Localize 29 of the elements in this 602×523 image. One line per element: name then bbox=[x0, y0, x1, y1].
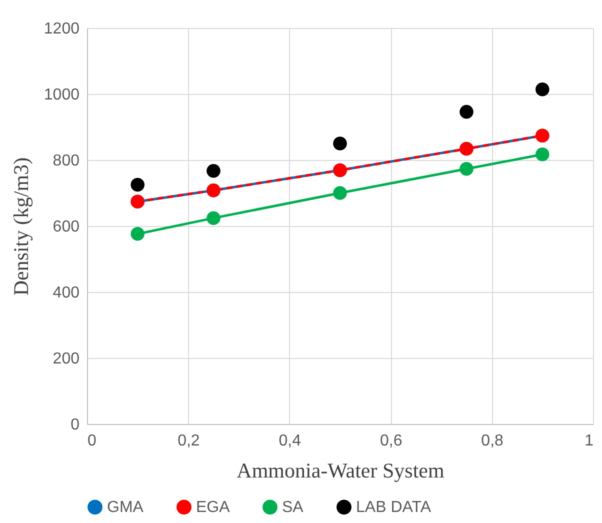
legend-label: EGA bbox=[196, 499, 230, 516]
legend-label: GMA bbox=[107, 499, 144, 516]
point bbox=[536, 82, 550, 96]
x-axis-title: Ammonia-Water System bbox=[236, 458, 444, 482]
y-tick-label: 800 bbox=[52, 152, 80, 170]
point bbox=[206, 211, 220, 225]
y-tick-label: 600 bbox=[52, 218, 80, 236]
point bbox=[460, 162, 474, 176]
x-tick-label: 0 bbox=[88, 432, 96, 450]
x-tick-label: 0,8 bbox=[481, 432, 504, 450]
y-tick-label: 1000 bbox=[44, 86, 80, 104]
point bbox=[130, 178, 144, 192]
x-tick-label: 0,4 bbox=[278, 432, 302, 450]
y-tick-label: 1200 bbox=[44, 20, 80, 38]
y-axis-title: Density (kg/m3) bbox=[8, 157, 33, 296]
point bbox=[206, 164, 220, 178]
point bbox=[333, 136, 347, 150]
y-tick-label: 200 bbox=[52, 350, 80, 368]
point bbox=[460, 104, 474, 119]
y-tick-label: 0 bbox=[70, 416, 80, 434]
legend-label: LAB DATA bbox=[356, 499, 432, 516]
point bbox=[130, 227, 144, 241]
x-tick-label: 0,2 bbox=[178, 432, 200, 450]
point bbox=[536, 148, 550, 162]
y-tick-label: 400 bbox=[52, 284, 80, 302]
legend-label: SA bbox=[282, 499, 304, 516]
x-tick-label: 0,6 bbox=[380, 432, 402, 450]
x-tick-label: 1 bbox=[584, 432, 594, 450]
point bbox=[333, 186, 347, 200]
